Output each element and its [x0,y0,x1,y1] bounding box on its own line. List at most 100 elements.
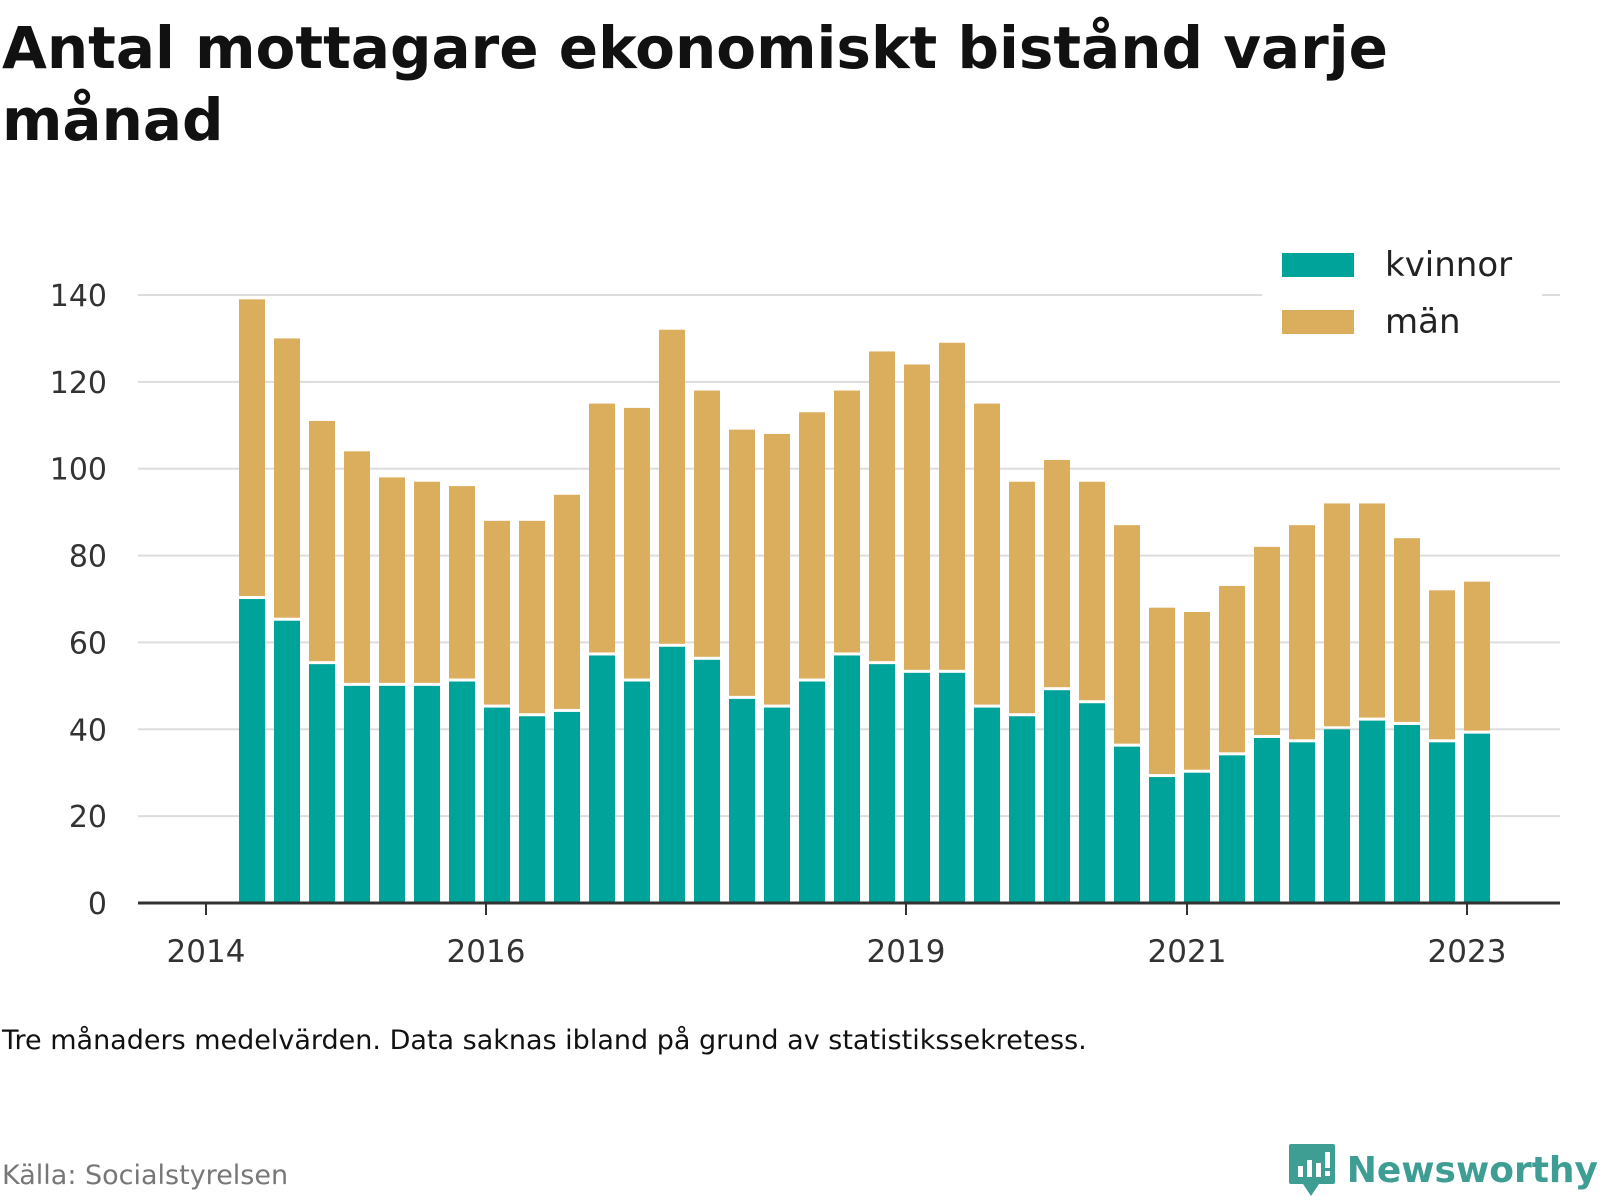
bar-kvinnor [344,685,370,903]
bar-kvinnor [274,620,300,903]
y-tick-label: 140 [50,279,107,314]
bar-man [589,403,615,653]
bar-man [554,494,580,709]
x-axis: 2014 2016 2019 2021 2023 [138,901,1560,970]
bar-man [1324,503,1350,727]
bar-man [414,481,440,683]
bar-kvinnor [1429,742,1455,903]
legend-label: kvinnor [1385,245,1512,285]
x-tick-label: 2016 [447,934,526,970]
bar-kvinnor [1079,703,1105,903]
y-tick-label: 120 [50,366,107,401]
y-tick-label: 60 [69,626,107,661]
bar-man [1079,481,1105,701]
bar-man [1009,481,1035,714]
bar-kvinnor [449,681,475,903]
bar-man [379,477,405,683]
bar-kvinnor [1219,755,1245,903]
bar-man [1219,585,1245,753]
bar-kvinnor [764,707,790,903]
bar-kvinnor [1009,716,1035,903]
bar-man [1149,607,1175,775]
bar-kvinnor [659,646,685,903]
bar-man [1184,612,1210,770]
x-tick-label: 2019 [867,934,946,970]
bar-kvinnor [1464,733,1490,903]
bar-man [309,420,335,662]
newsworthy-logo-icon [1288,1144,1335,1196]
bar-kvinnor [939,672,965,903]
bar-man [239,299,265,596]
bar-man [939,342,965,670]
bar-man [1464,581,1490,731]
bar-man [1114,525,1140,744]
bar-kvinnor [694,659,720,903]
y-tick-label: 80 [69,540,107,575]
bar-kvinnor [379,685,405,903]
bar-man [729,429,755,696]
bar-kvinnor [309,664,335,903]
bar-kvinnor [1184,772,1210,903]
bar-man [834,390,860,653]
bar-kvinnor [554,711,580,903]
bar-kvinnor [1394,724,1420,903]
bars [239,299,1490,903]
y-tick-label: 100 [50,453,107,488]
bar-kvinnor [1324,729,1350,903]
bar-kvinnor [1149,777,1175,903]
bar-kvinnor [1114,746,1140,903]
bar-man [1429,590,1455,740]
bar-kvinnor [834,655,860,903]
bar-man [1254,546,1280,735]
bar-man [519,520,545,714]
bar-man [974,403,1000,705]
bar-man [449,486,475,679]
legend-label: män [1385,302,1461,342]
bar-man [694,390,720,657]
bar-kvinnor [1289,742,1315,903]
bar-man [1289,525,1315,740]
bar-kvinnor [589,655,615,903]
bar-man [659,329,685,644]
bar-kvinnor [869,664,895,903]
bar-kvinnor [904,672,930,903]
bar-man [344,451,370,683]
bar-kvinnor [1359,720,1385,903]
bar-kvinnor [519,716,545,903]
bar-kvinnor [1254,737,1280,903]
bar-kvinnor [624,681,650,903]
legend-swatch [1282,253,1354,277]
bar-man [1044,460,1070,688]
bar-kvinnor [484,707,510,903]
y-tick-label: 40 [69,713,107,748]
y-tick-label: 20 [69,800,107,835]
bar-man [484,520,510,705]
brand-name: Newsworthy [1346,1149,1598,1191]
bar-man [1394,538,1420,722]
bar-kvinnor [239,599,265,903]
bar-man [1359,503,1385,718]
bar-kvinnor [974,707,1000,903]
bar-man [764,433,790,705]
x-tick-label: 2014 [167,934,246,970]
source-credit: Källa: Socialstyrelsen [2,1160,289,1191]
bar-kvinnor [799,681,825,903]
bar-man [799,412,825,679]
bar-man [274,338,300,618]
bar-kvinnor [1044,690,1070,903]
legend: kvinnor män [1262,245,1542,360]
bar-man [624,407,650,679]
bar-man [904,364,930,670]
y-tick-label: 0 [88,887,107,922]
chart-title: Antal mottagare ekonomiskt bistånd varje… [2,14,1388,154]
bar-kvinnor [414,685,440,903]
x-tick-label: 2021 [1148,934,1227,970]
x-tick-label: 2023 [1428,934,1507,970]
bar-kvinnor [729,698,755,903]
brand-logo: Newsworthy [1287,1140,1598,1200]
y-axis-ticks: 0 20 40 60 80 100 120 140 [50,279,107,922]
legend-swatch [1282,310,1354,334]
chart-note: Tre månaders medelvärden. Data saknas ib… [2,1025,1087,1056]
bar-man [869,351,895,662]
